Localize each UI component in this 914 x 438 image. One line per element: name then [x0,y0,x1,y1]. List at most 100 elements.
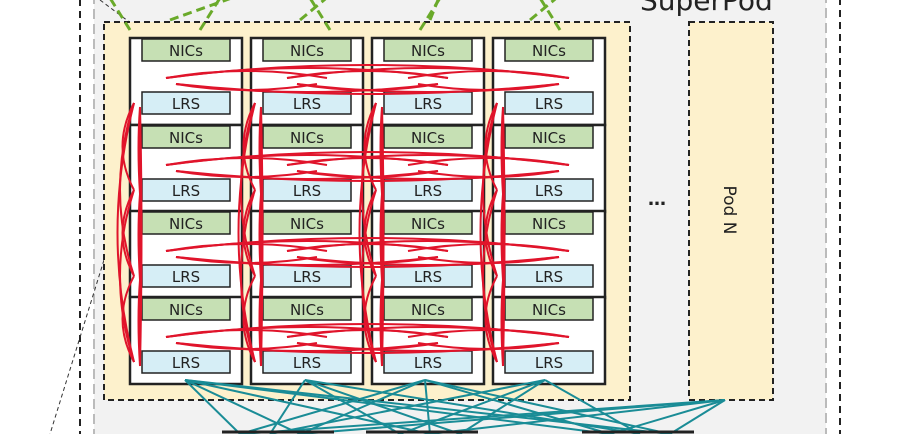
node: NICs LRS [491,209,607,300]
lrs-box [504,91,594,115]
nics-label: NICs [532,42,566,60]
nics-box [141,38,231,62]
nics-label: NICs [532,215,566,233]
row-link [417,83,560,91]
column-link [479,102,498,363]
nics-box [504,38,594,62]
row-link [417,170,560,178]
column-link [121,275,135,363]
row-link [417,256,560,264]
node: NICs LRS [128,123,244,214]
bottom-uplink-line [184,379,611,435]
bottom-uplinks [184,379,726,435]
lrs-box [141,350,231,374]
intra-pod-links [116,64,570,367]
bottom-uplink-line [184,379,241,435]
column-link [361,189,377,363]
node: NICs LRS [491,36,607,127]
nics-label: NICs [290,42,324,60]
lrs-label: LRS [293,354,321,372]
node: NICs LRS [128,209,244,300]
node-grid: NICs LRS NICs LRS NICs LRS NICs LRS NICs LRS NICs L… [128,36,607,386]
lrs-label: LRS [414,268,442,286]
top-uplinks [109,0,562,31]
column-link [358,102,377,363]
top-uplink-line [109,0,132,31]
top-uplink-line [309,0,332,31]
bottom-uplink-line [184,379,431,435]
column-link [242,275,256,363]
column-link [237,102,256,363]
top-uplink-line [418,0,441,31]
top-uplink-line [299,0,327,22]
bottom-uplink-line [184,379,301,435]
column-link [363,275,377,363]
nics-label: NICs [411,42,445,60]
nics-label: NICs [169,215,203,233]
node: NICs LRS [249,295,365,386]
superpod-label: SuperPod [640,0,773,17]
top-uplink-line [428,0,440,21]
lrs-box [504,350,594,374]
nics-box [262,125,352,149]
nics-label: NICs [169,42,203,60]
zoom-guide-line-top [99,0,141,31]
lrs-label: LRS [414,354,442,372]
row-link [407,70,570,79]
nics-label: NICs [290,301,324,319]
bottom-uplink-line [609,399,726,435]
lrs-label: LRS [414,95,442,113]
nics-label: NICs [411,129,445,147]
lrs-label: LRS [172,95,200,113]
lrs-label: LRS [172,268,200,286]
nics-label: NICs [532,301,566,319]
node: NICs LRS [491,123,607,214]
node: NICs LRS [370,123,486,214]
lrs-label: LRS [535,268,563,286]
lrs-label: LRS [535,182,563,200]
bottom-uplink-line [429,399,726,435]
nics-label: NICs [532,129,566,147]
lrs-label: LRS [293,182,321,200]
nics-label: NICs [290,129,324,147]
top-uplink-line [529,0,557,22]
nics-box [141,125,231,149]
lrs-label: LRS [535,95,563,113]
row-link [417,342,560,350]
column-link [484,275,498,363]
nics-label: NICs [411,301,445,319]
bottom-uplink-line [459,379,546,435]
pod-n-region [688,21,774,401]
nics-label: NICs [169,129,203,147]
bottom-uplink-line [424,379,671,435]
lrs-label: LRS [172,354,200,372]
nics-label: NICs [290,215,324,233]
bottom-uplink-line [269,379,546,435]
node: NICs LRS [249,209,365,300]
bottom-uplink-line [424,379,431,435]
column-link [137,279,141,367]
nics-box [504,125,594,149]
bottom-uplink-line [669,399,726,435]
bottom-uplink-line [424,379,611,435]
node: NICs LRS [249,36,365,127]
column-link [379,279,383,367]
lrs-box [141,91,231,115]
top-uplink-line [539,0,562,31]
bottom-uplink-line [269,379,306,435]
zoom-guide-line-bottom [49,259,105,435]
column-link [482,189,498,363]
lrs-label: LRS [535,354,563,372]
nics-box [383,38,473,62]
nics-box [262,38,352,62]
ellipsis: … [648,189,666,210]
bottom-uplink-line [239,379,426,435]
bottom-uplink-line [304,379,401,435]
outer-boundary [79,0,841,438]
column-link [258,279,262,367]
lrs-label: LRS [293,95,321,113]
bottom-uplink-line [544,379,641,435]
pod-n-label: Pod N [719,186,739,235]
